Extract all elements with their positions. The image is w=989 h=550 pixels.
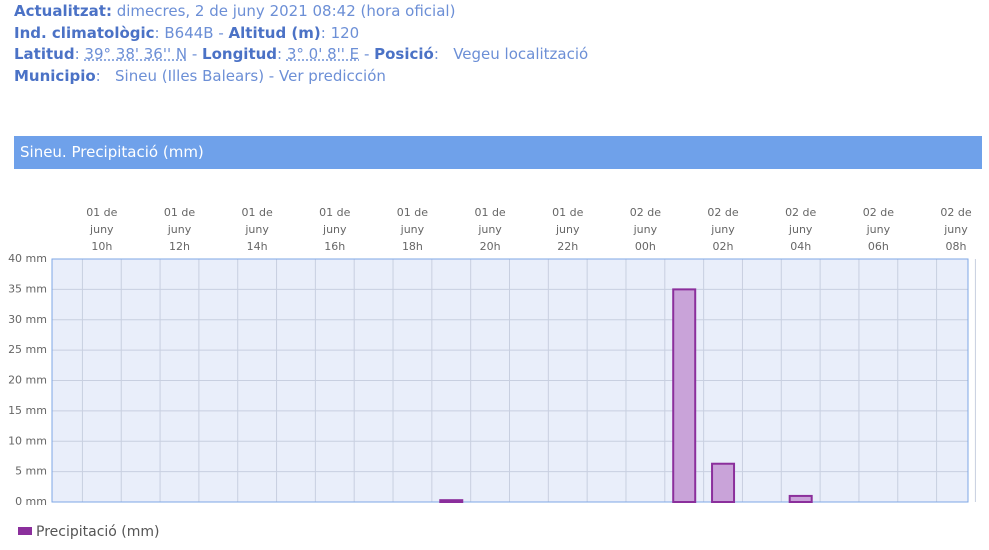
y-tick-label: 15 mm (8, 404, 47, 417)
legend-label: Precipitació (mm) (36, 524, 160, 540)
y-tick-label: 30 mm (8, 313, 47, 326)
y-tick-label: 25 mm (8, 343, 47, 356)
y-tick-label: 40 mm (8, 252, 47, 265)
y-tick-label: 0 mm (15, 495, 47, 508)
info-text: : (433, 45, 454, 63)
y-tick-label: 20 mm (8, 374, 47, 387)
y-tick-label: 5 mm (15, 465, 47, 478)
plot-border (51, 258, 969, 503)
info-text: Municipio (14, 66, 96, 85)
x-tick-label: 01 de juny 18h (396, 206, 429, 253)
link[interactable]: Vegeu localització (453, 45, 589, 63)
x-tick-label: 02 de juny 02h (707, 206, 739, 253)
info-text: dimecres, 2 de juny 2021 08:42 (hora ofi… (111, 2, 456, 20)
info-text: Ind. climatològic (14, 23, 155, 42)
x-tick-label: 02 de juny 00h (629, 206, 662, 253)
x-tick-label: 02 de juny 06h (862, 206, 894, 253)
info-text: Longitud (202, 45, 278, 63)
x-tick-label: 02 de juny 04h (785, 206, 817, 253)
x-tick-label: 01 de juny 12h (163, 206, 196, 253)
info-text: : (95, 66, 116, 85)
bar (711, 462, 736, 504)
info-text: : B644B - (154, 23, 229, 42)
x-tick-label: 01 de juny 16h (319, 206, 351, 253)
info-text: 39° 38' 36'' N (84, 45, 188, 63)
link[interactable]: Sineu (Illes Balears) - Ver predicción (115, 66, 386, 85)
y-tick-label: 35 mm (8, 282, 47, 295)
y-tick-label: 10 mm (8, 434, 47, 447)
x-tick-label: 01 de juny 20h (474, 206, 506, 253)
info-text: : (277, 45, 287, 63)
bar (439, 499, 464, 503)
x-tick-label: 01 de juny 22h (552, 206, 584, 253)
chart-title: Sineu. Precipitació (mm) (20, 143, 204, 161)
info-text: Posició (374, 45, 434, 63)
legend: Precipitació (mm) (18, 524, 160, 540)
bar (788, 494, 813, 503)
info-line: Municipio: Sineu (Illes Balears) - Ver p… (14, 66, 588, 88)
x-tick-label: 02 de juny 08h (940, 206, 972, 253)
info-text: Latitud (14, 45, 75, 63)
info-line: Actualitzat: dimecres, 2 de juny 2021 08… (14, 1, 588, 23)
info-text: Altitud (m) (228, 23, 321, 42)
info-text: 3° 0' 8'' E (286, 45, 360, 63)
info-line: Ind. climatològic: B644B - Altitud (m): … (14, 23, 588, 45)
bar (672, 288, 697, 503)
x-tick-label: 01 de juny 10h (86, 206, 118, 253)
info-line: Latitud: 39° 38' 36'' N - Longitud: 3° 0… (14, 44, 588, 66)
info-text: : (74, 45, 85, 63)
x-tick-label: 01 de juny 14h (241, 206, 273, 253)
station-info: Actualitzat: dimecres, 2 de juny 2021 08… (14, 1, 588, 87)
legend-swatch (18, 527, 32, 535)
info-text: - (359, 45, 375, 63)
chart-title-bar: Sineu. Precipitació (mm) (14, 136, 982, 169)
info-text: Actualitzat: (14, 2, 112, 20)
info-text: : 120 (320, 23, 360, 42)
info-text: - (187, 45, 203, 63)
